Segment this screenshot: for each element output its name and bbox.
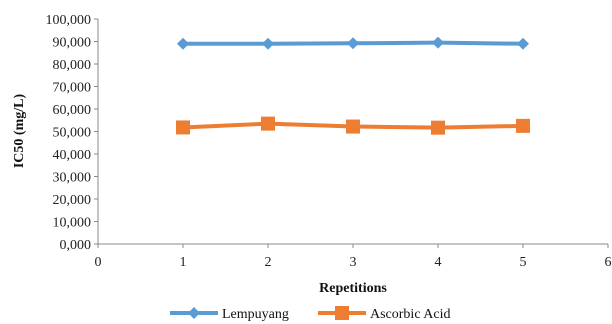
y-tick-label: 80,000 [53, 58, 92, 73]
data-point [347, 37, 359, 50]
data-point [176, 120, 190, 135]
y-tick-label: 100,000 [46, 13, 92, 28]
data-point [431, 120, 445, 135]
legend-item: Ascorbic Acid [318, 306, 450, 322]
x-axis-title: Repetitions [319, 281, 387, 296]
x-tick-label: 2 [265, 255, 272, 270]
y-tick-label: 60,000 [53, 103, 92, 118]
y-tick-label: 0,000 [60, 238, 92, 253]
legend-label: Ascorbic Acid [370, 307, 450, 322]
data-point [346, 119, 360, 134]
legend-marker [335, 306, 349, 320]
y-tick-label: 10,000 [53, 216, 92, 231]
data-point [516, 118, 530, 133]
data-point [261, 116, 275, 131]
y-axis-title: IC50 (mg/L) [12, 94, 27, 169]
y-tick-label: 40,000 [53, 148, 92, 163]
legend-label: Lempuyang [222, 307, 289, 322]
series-layer [176, 36, 530, 135]
y-tick-label: 90,000 [53, 36, 92, 51]
legend: Lempuyang Ascorbic Acid [170, 306, 450, 322]
series-0 [177, 36, 529, 50]
x-tick-group: 0 1 2 3 4 5 6 [95, 244, 612, 270]
x-tick-label: 5 [520, 255, 527, 270]
x-tick-label: 4 [435, 255, 442, 270]
legend-marker [188, 307, 200, 319]
data-point [262, 37, 274, 50]
series-1 [176, 116, 530, 135]
data-point [177, 37, 189, 50]
y-tick-label: 70,000 [53, 81, 92, 96]
x-tick-label: 6 [605, 255, 612, 270]
y-tick-label: 20,000 [53, 193, 92, 208]
data-point [517, 37, 529, 50]
data-point [432, 36, 444, 49]
x-tick-label: 0 [95, 255, 102, 270]
y-tick-group: 0,000 10,000 20,000 30,000 40,000 50,000 60,00… [46, 13, 98, 253]
y-tick-label: 50,000 [53, 126, 92, 141]
y-tick-label: 30,000 [53, 171, 92, 186]
x-tick-label: 3 [350, 255, 357, 270]
x-tick-label: 1 [180, 255, 187, 270]
legend-item: Lempuyang [170, 307, 289, 322]
